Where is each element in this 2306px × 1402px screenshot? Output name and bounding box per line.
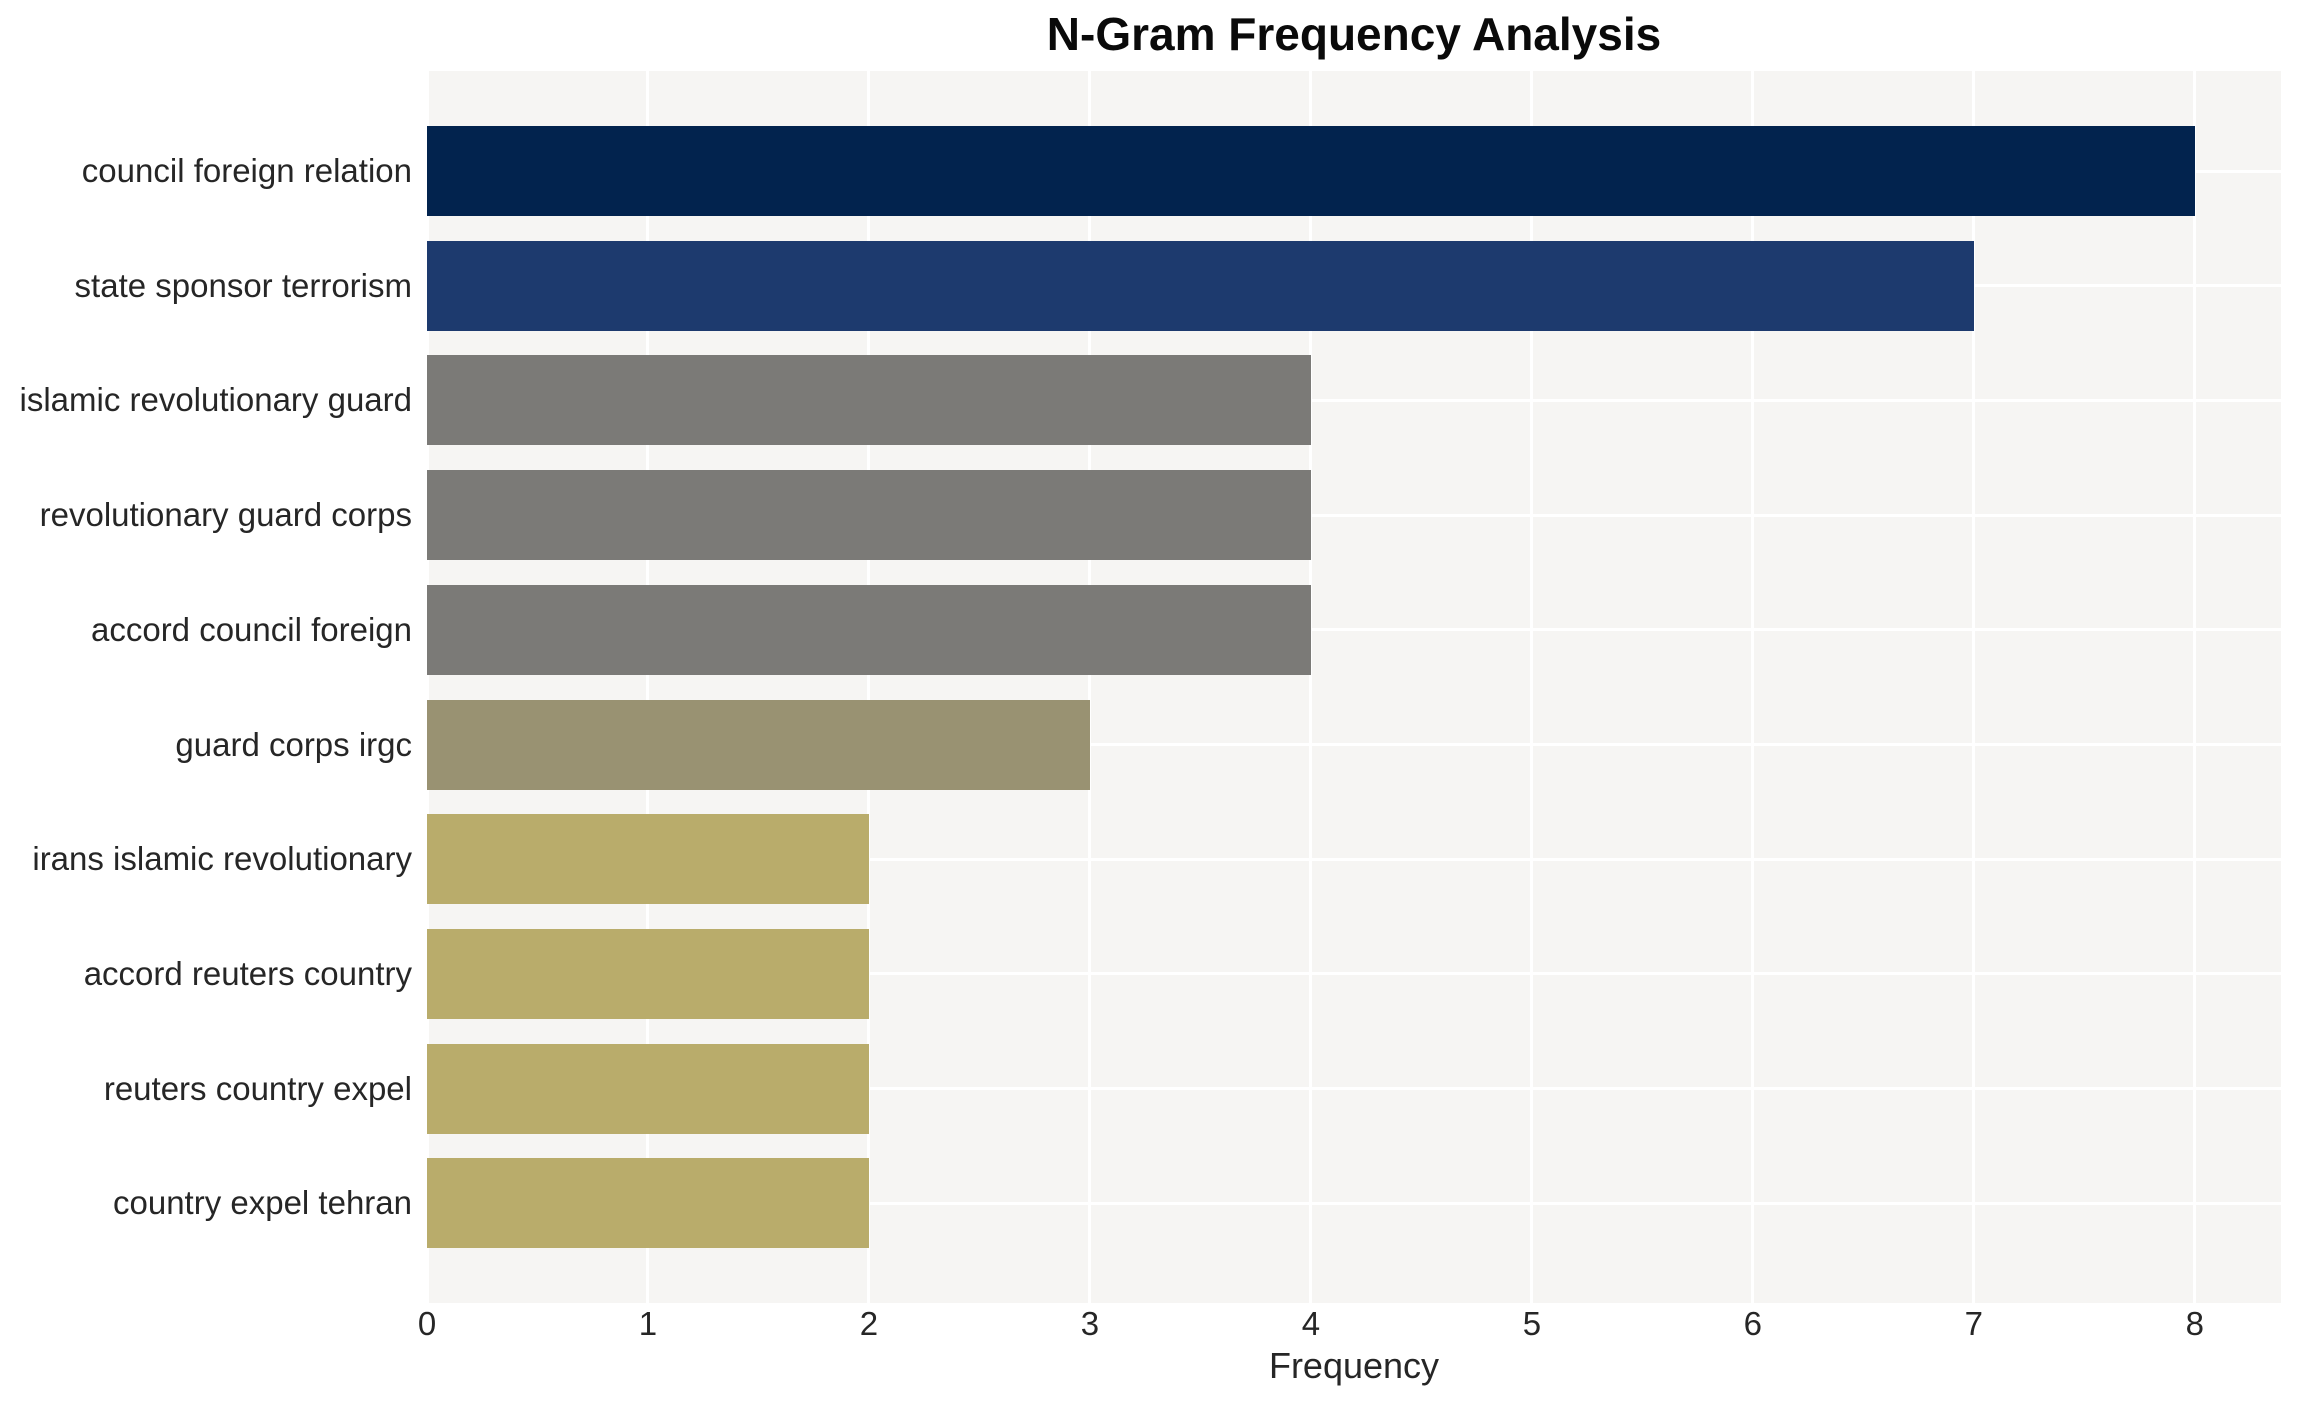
y-gridline bbox=[427, 972, 2281, 976]
x-tick-label: 2 bbox=[859, 1305, 879, 1342]
bar bbox=[427, 814, 869, 905]
x-gridline bbox=[2193, 71, 2197, 1303]
y-axis-label: country expel tehran bbox=[112, 1184, 412, 1222]
y-gridline bbox=[427, 743, 2281, 746]
x-tick-label: 4 bbox=[1301, 1305, 1321, 1342]
y-axis-label: revolutionary guard corps bbox=[39, 496, 412, 534]
x-tick-label: 7 bbox=[1964, 1305, 1984, 1342]
bar bbox=[427, 584, 1311, 675]
plot-area bbox=[425, 71, 2281, 1303]
x-axis-title: Frequency bbox=[1268, 1345, 1440, 1386]
y-gridline bbox=[427, 513, 2281, 517]
y-gridline bbox=[427, 398, 2281, 402]
y-axis-label: accord council foreign bbox=[90, 610, 412, 648]
x-tick-label: 5 bbox=[1522, 1305, 1542, 1342]
bar bbox=[427, 1043, 869, 1134]
x-tick-label: 1 bbox=[638, 1305, 658, 1342]
x-tick-label: 6 bbox=[1743, 1305, 1763, 1342]
y-gridline bbox=[427, 1087, 2281, 1091]
bar bbox=[427, 928, 869, 1019]
x-gridline bbox=[1751, 71, 1755, 1303]
x-gridline bbox=[1972, 71, 1976, 1303]
x-tick-label: 3 bbox=[1080, 1305, 1100, 1342]
x-gridline bbox=[646, 71, 650, 1303]
bar bbox=[427, 1158, 869, 1249]
y-axis-label: accord reuters country bbox=[83, 954, 412, 992]
y-axis-label: state sponsor terrorism bbox=[74, 266, 412, 304]
x-gridline bbox=[867, 71, 871, 1303]
y-gridline bbox=[427, 628, 2281, 632]
y-axis-label: islamic revolutionary guard bbox=[19, 381, 412, 419]
bar bbox=[427, 470, 1311, 561]
bar bbox=[427, 240, 1974, 331]
y-axis-label: guard corps irgc bbox=[175, 725, 412, 763]
bar bbox=[427, 699, 1090, 790]
x-gridline bbox=[1530, 71, 1534, 1303]
chart-title: N-Gram Frequency Analysis bbox=[1046, 8, 1662, 60]
y-axis-label: reuters country expel bbox=[103, 1069, 412, 1107]
y-gridline bbox=[427, 857, 2281, 861]
y-axis-label: council foreign relation bbox=[81, 152, 412, 189]
x-tick-label: 0 bbox=[417, 1305, 437, 1342]
y-gridline bbox=[427, 1201, 2281, 1205]
x-gridline bbox=[425, 71, 429, 1303]
y-axis-label: irans islamic revolutionary bbox=[32, 840, 412, 878]
x-gridline bbox=[1088, 71, 1092, 1303]
x-tick-label: 8 bbox=[2185, 1305, 2204, 1342]
bar bbox=[427, 355, 1311, 446]
x-gridline bbox=[1309, 71, 1313, 1303]
bar bbox=[427, 126, 2195, 216]
